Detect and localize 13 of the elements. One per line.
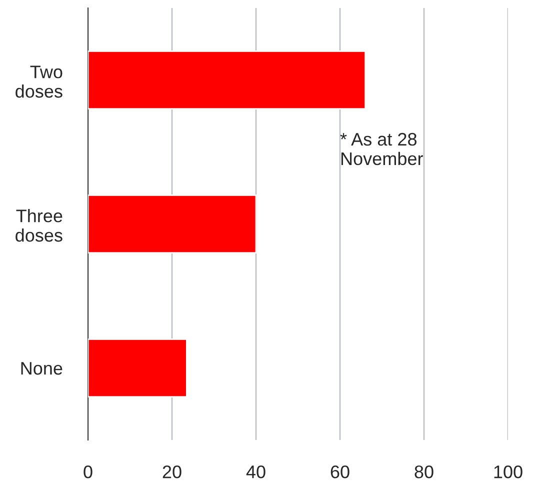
bar: [88, 338, 188, 398]
x-tick-label: 60: [330, 465, 350, 478]
y-tick-label: Two doses: [16, 66, 62, 98]
x-tick-label: 0: [84, 465, 92, 478]
x-tick-label: 20: [162, 465, 182, 478]
bar: [88, 50, 366, 110]
x-tick-label: 40: [246, 465, 266, 478]
y-tick-label: None: [21, 362, 62, 375]
x-tick-label: 100: [494, 465, 522, 478]
x-tick-label: 80: [414, 465, 434, 478]
annotation: * As at 28 November: [340, 132, 423, 166]
bar: [88, 194, 257, 254]
y-tick-label: Three doses: [16, 209, 62, 242]
